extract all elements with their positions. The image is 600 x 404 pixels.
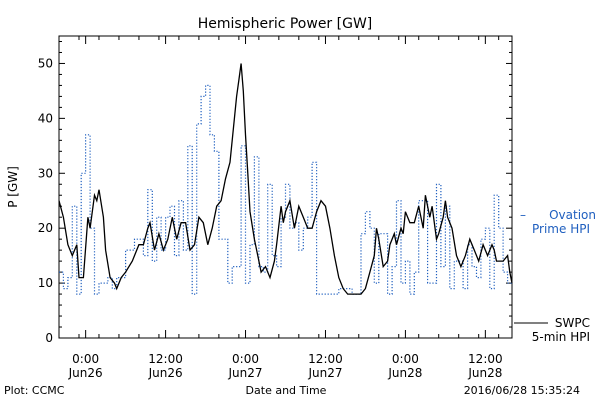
footer-plot-credit: Plot: CCMC xyxy=(4,384,65,397)
legend-label-swpc-line2: 5-min HPI xyxy=(532,330,590,344)
x-tick-label-date: Jun27 xyxy=(307,366,342,380)
series-line-ovation-prime xyxy=(59,84,512,295)
y-tick-label: 50 xyxy=(38,56,53,70)
x-tick-label-time: 0:00 xyxy=(72,352,99,366)
x-tick-label-date: Jun26 xyxy=(68,366,103,380)
x-tick-label-date: Jun26 xyxy=(148,366,183,380)
y-tick-label: 40 xyxy=(38,111,53,125)
y-tick-label: 30 xyxy=(38,166,53,180)
legend-label-swpc-line1: SWPC xyxy=(555,316,590,330)
footer-timestamp: 2016/06/28 15:35:24 xyxy=(464,384,580,397)
chart-title: Hemispheric Power [GW] xyxy=(198,16,373,32)
plot-frame xyxy=(58,35,513,339)
x-tick-label-date: Jun27 xyxy=(228,366,263,380)
x-tick-label-time: 12:00 xyxy=(148,352,183,366)
series-line-swpc xyxy=(58,63,513,295)
x-tick-label-date: Jun28 xyxy=(467,366,502,380)
y-axis-label: P [GW] xyxy=(6,166,20,208)
x-tick-label-time: 12:00 xyxy=(468,352,503,366)
y-tick-label: 0 xyxy=(45,331,53,345)
x-tick-label-time: 12:00 xyxy=(308,352,343,366)
y-tick-label: 10 xyxy=(38,276,53,290)
footer-date-label: Date and Time xyxy=(246,384,327,397)
x-tick-label-time: 0:00 xyxy=(232,352,259,366)
x-tick-label-time: 0:00 xyxy=(392,352,419,366)
legend-marker-ovation: – xyxy=(520,208,526,222)
plot-area: 010203040500:00Jun2612:00Jun260:00Jun271… xyxy=(38,35,513,380)
legend-label-ovation-line1: Ovation xyxy=(549,208,596,222)
x-tick-label-date: Jun28 xyxy=(387,366,422,380)
y-tick-label: 20 xyxy=(38,221,53,235)
legend-label-ovation-line2: Prime HPI xyxy=(532,222,590,236)
